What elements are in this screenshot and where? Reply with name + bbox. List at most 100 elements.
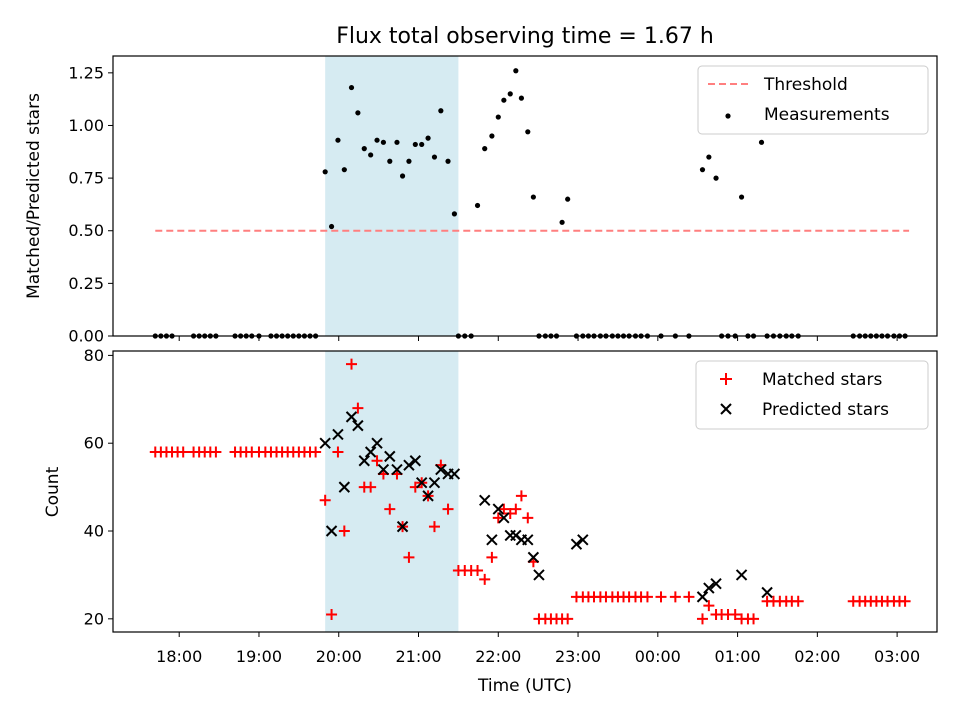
legend-matched-swatch xyxy=(720,373,732,385)
measurement-point xyxy=(335,137,341,143)
matched-star-point xyxy=(442,503,454,515)
measurement-point xyxy=(431,154,438,160)
predicted-star-point xyxy=(735,569,748,581)
matched-star-point xyxy=(486,551,498,563)
measurement-point xyxy=(474,202,481,209)
x-tick-label: 02:00 xyxy=(794,647,840,666)
measurement-point xyxy=(438,108,444,114)
matched-star-point xyxy=(703,600,715,612)
matched-star-point xyxy=(515,490,527,502)
top-y-tick-label: 0.00 xyxy=(68,327,104,346)
matched-star-point xyxy=(403,551,415,563)
predicted-star-point xyxy=(345,411,358,423)
matched-star-point xyxy=(409,481,421,493)
matched-star-point xyxy=(510,503,522,515)
matched-star-point xyxy=(729,608,741,620)
predicted-star-point xyxy=(409,455,422,467)
matched-star-point xyxy=(504,507,516,519)
measurement-point xyxy=(445,158,451,164)
bottom-y-tick-label: 80 xyxy=(84,346,104,365)
x-tick-label: 03:00 xyxy=(874,647,920,666)
predicted-star-point xyxy=(527,551,540,564)
bottom-axes-frame xyxy=(112,350,938,633)
x-tick-label: 01:00 xyxy=(715,647,761,666)
measurement-point xyxy=(406,158,412,164)
predicted-star-point xyxy=(391,463,403,476)
bottom-plot-data xyxy=(149,358,911,625)
x-tick-label: 00:00 xyxy=(635,647,681,666)
x-tick-label: 20:00 xyxy=(316,647,362,666)
measurement-point xyxy=(394,139,400,145)
predicted-star-point xyxy=(448,468,461,480)
predicted-star-point xyxy=(498,512,510,524)
top-y-tick-label: 1.00 xyxy=(68,116,104,135)
bottom-y-axis-label: Count xyxy=(43,466,63,517)
x-tick-label: 19:00 xyxy=(236,647,282,666)
matched-star-point xyxy=(655,591,667,603)
matched-star-point xyxy=(562,613,574,625)
x-tick-label: 22:00 xyxy=(475,647,521,666)
measurement-point xyxy=(348,84,355,91)
matched-star-point xyxy=(641,591,653,603)
measurement-point xyxy=(482,146,488,152)
matched-star-point xyxy=(310,446,322,458)
top-y-tick-label: 0.25 xyxy=(68,274,104,293)
bottom-shaded-region xyxy=(325,351,459,632)
top-shaded-region xyxy=(325,56,459,336)
matched-star-point xyxy=(210,446,222,458)
predicted-star-point xyxy=(352,419,364,432)
top-panel: Flux total observing time = 1.67 h 0.000… xyxy=(24,24,938,346)
measurement-point xyxy=(530,194,536,200)
predicted-star-point xyxy=(492,503,504,515)
matched-star-point xyxy=(177,446,189,458)
legend-measurements-swatch xyxy=(725,113,731,119)
predicted-star-point xyxy=(703,582,715,594)
matched-star-point xyxy=(669,591,681,603)
matched-star-point xyxy=(365,481,377,493)
measurement-point xyxy=(425,135,431,141)
predicted-star-point xyxy=(522,534,534,546)
predicted-star-point xyxy=(364,446,377,458)
predicted-star-point xyxy=(428,477,441,489)
predicted-star-point xyxy=(415,477,428,489)
matched-star-point xyxy=(492,512,504,524)
measurement-point xyxy=(738,194,745,200)
legend-predicted-label: Predicted stars xyxy=(762,400,889,420)
measurement-point xyxy=(501,97,507,103)
measurement-point xyxy=(525,129,531,135)
bottom-axis-ticks: 20 40 60 80 18:00 19:00 20:00 21:00 22:00 23:00 00… xyxy=(84,346,921,666)
matched-star-point xyxy=(338,525,350,537)
measurement-point xyxy=(419,141,425,148)
measurement-point xyxy=(341,167,347,173)
x-tick-label: 18:00 xyxy=(156,647,202,666)
bottom-y-tick-label: 40 xyxy=(84,522,104,541)
matched-star-point xyxy=(748,613,760,625)
predicted-star-point xyxy=(338,481,351,493)
predicted-star-point xyxy=(396,520,409,533)
matched-star-point xyxy=(899,595,911,607)
predicted-star-point xyxy=(358,455,370,467)
measurement-point xyxy=(713,175,719,181)
matched-star-point xyxy=(332,446,344,458)
measurement-point xyxy=(513,68,519,74)
matched-star-point xyxy=(683,591,695,603)
predicted-star-point xyxy=(533,569,545,581)
predicted-star-point xyxy=(577,534,589,546)
predicted-star-point xyxy=(710,577,722,590)
matched-star-point xyxy=(472,565,484,577)
predicted-star-point xyxy=(332,428,344,441)
predicted-star-point xyxy=(403,459,415,471)
bottom-y-tick-label: 20 xyxy=(84,609,104,628)
measurement-point xyxy=(368,152,374,158)
measurement-point xyxy=(328,223,335,230)
measurement-point xyxy=(380,139,387,145)
x-axis-label: Time (UTC) xyxy=(477,676,572,696)
measurement-point xyxy=(451,211,458,217)
measurement-point xyxy=(565,196,571,202)
measurement-point xyxy=(699,167,706,173)
predicted-star-point xyxy=(479,494,491,506)
top-y-tick-label: 0.50 xyxy=(68,221,104,240)
legend-threshold-label: Threshold xyxy=(763,75,848,95)
bottom-legend: Matched stars Predicted stars xyxy=(695,360,929,430)
